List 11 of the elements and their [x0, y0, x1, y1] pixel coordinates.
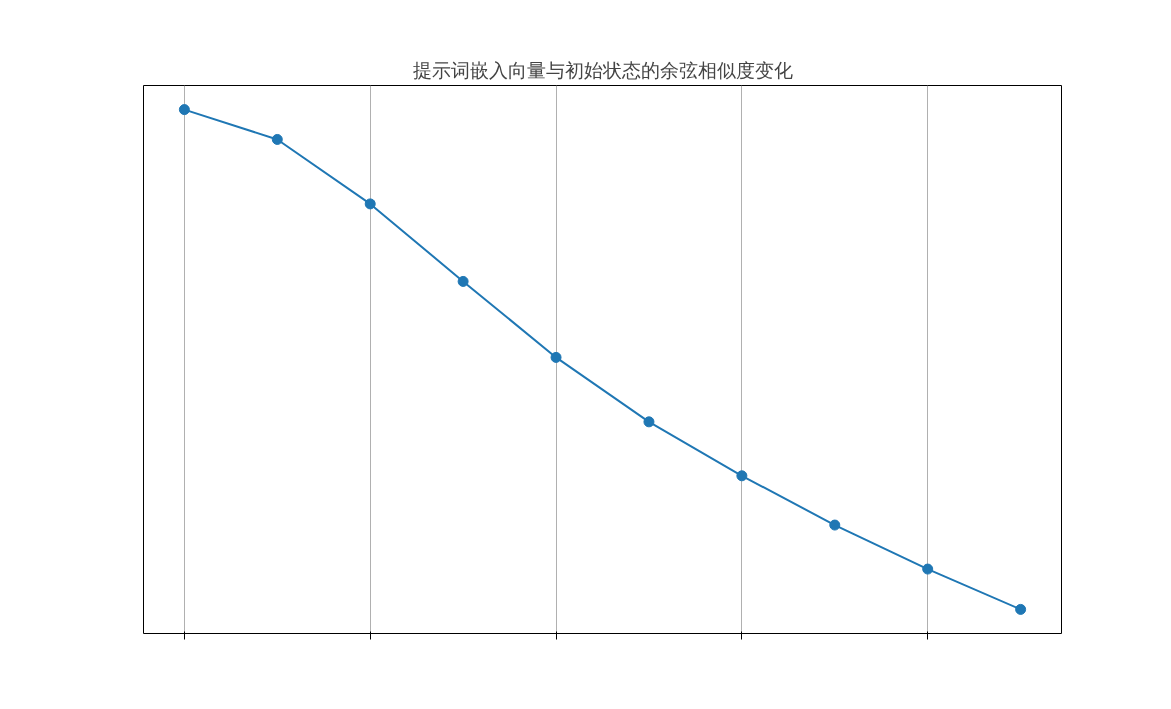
point	[922, 563, 934, 575]
point	[550, 351, 562, 363]
point	[364, 198, 376, 210]
point	[457, 275, 469, 287]
point	[643, 416, 655, 428]
point	[829, 519, 841, 531]
point	[271, 133, 283, 145]
chart-title: 提示词嵌入向量与初始状态的余弦相似度变化	[412, 59, 793, 81]
point	[1015, 603, 1027, 615]
point	[178, 104, 190, 116]
point	[736, 470, 748, 482]
